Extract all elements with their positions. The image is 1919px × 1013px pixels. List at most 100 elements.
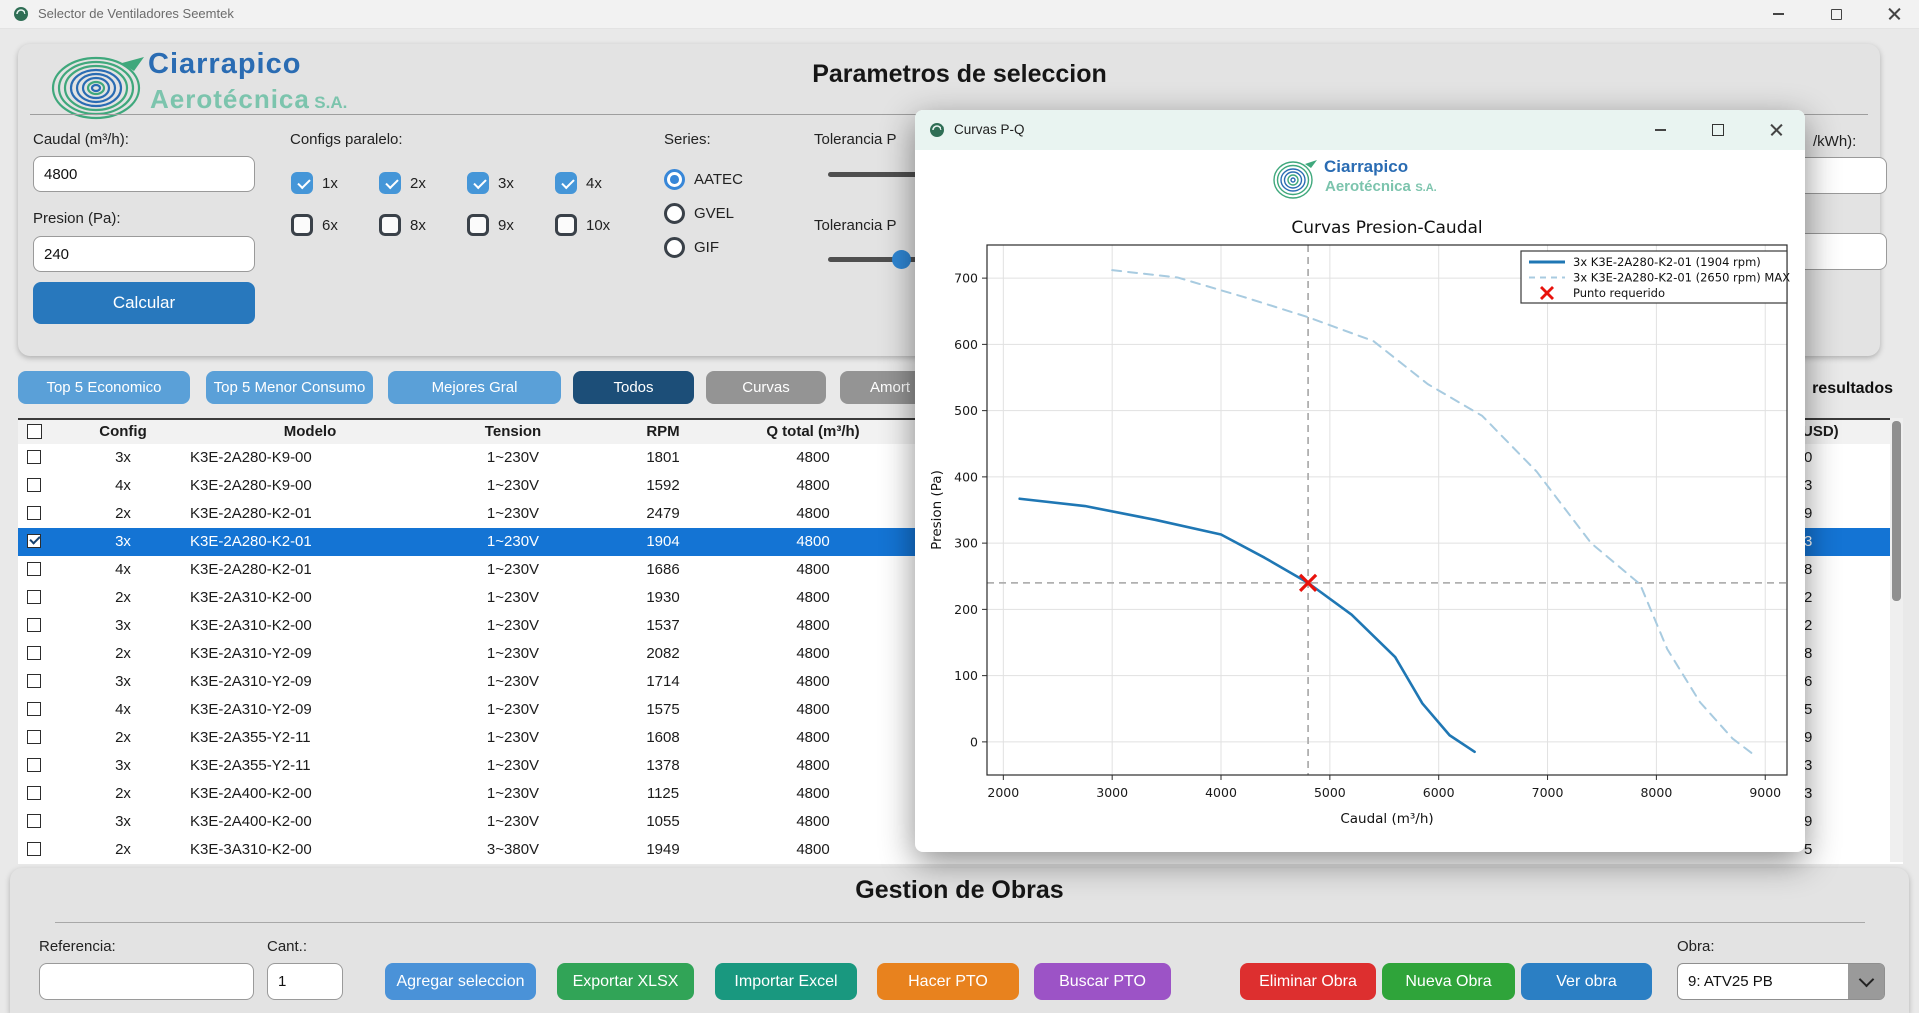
- calcular-button[interactable]: Calcular: [33, 282, 255, 324]
- radio-selected-icon[interactable]: [664, 169, 685, 190]
- gestion-title: Gestion de Obras: [855, 876, 1064, 904]
- config-checkbox-6x[interactable]: 6x: [291, 214, 338, 236]
- page-title: Parametros de seleccion: [812, 60, 1107, 88]
- config-checkbox-8x[interactable]: 8x: [379, 214, 426, 236]
- config-checkbox-label: 6x: [322, 216, 338, 234]
- row-checkbox[interactable]: [27, 814, 41, 828]
- radio-icon[interactable]: [664, 237, 685, 258]
- row-checkbox[interactable]: [27, 702, 41, 716]
- config-checkbox-label: 3x: [498, 174, 514, 192]
- dialog-maximize-button[interactable]: [1693, 110, 1743, 150]
- eliminar-obra-button[interactable]: Eliminar Obra: [1240, 963, 1376, 1000]
- cell-rpm: 1378: [646, 757, 680, 774]
- kwh-label: /kWh):: [1813, 133, 1857, 150]
- tab-curvas[interactable]: Curvas: [706, 371, 826, 404]
- cell-config: 3x: [115, 533, 131, 550]
- checkbox-unchecked-icon[interactable]: [467, 214, 489, 236]
- row-checkbox[interactable]: [27, 618, 41, 632]
- row-checkbox[interactable]: [27, 590, 41, 604]
- row-checkbox[interactable]: [27, 758, 41, 772]
- dialog-app-icon: [930, 123, 944, 137]
- obra-dropdown[interactable]: 9: ATV25 PB: [1677, 963, 1885, 1000]
- select-all-checkbox[interactable]: [27, 424, 42, 439]
- svg-text:Caudal (m³/h): Caudal (m³/h): [1340, 811, 1433, 827]
- cell-tension: 1~230V: [486, 813, 540, 830]
- config-checkbox-10x[interactable]: 10x: [555, 214, 610, 236]
- series-radio-aatec[interactable]: AATEC: [664, 169, 743, 190]
- importar-excel-button[interactable]: Importar Excel: [715, 963, 857, 1000]
- dialog-minimize-button[interactable]: [1635, 110, 1685, 150]
- row-checkbox[interactable]: [27, 842, 41, 856]
- config-checkbox-4x[interactable]: 4x: [555, 172, 602, 194]
- window-title: Selector de Ventiladores Seemtek: [38, 6, 234, 21]
- row-checkbox[interactable]: [27, 478, 41, 492]
- company-name: Ciarrapico: [148, 48, 302, 80]
- checkbox-checked-icon[interactable]: [291, 172, 313, 194]
- obra-label: Obra:: [1677, 938, 1715, 955]
- ver-obra-button[interactable]: Ver obra: [1521, 963, 1652, 1000]
- minimize-icon: [1772, 13, 1784, 15]
- table-scrollbar-thumb[interactable]: [1892, 421, 1901, 601]
- cell-rpm: 1801: [646, 449, 680, 466]
- svg-text:Curvas Presion-Caudal: Curvas Presion-Caudal: [1291, 218, 1482, 238]
- row-checkbox[interactable]: [27, 450, 41, 464]
- presion-input[interactable]: [33, 236, 255, 272]
- restore-button[interactable]: [1813, 0, 1859, 28]
- row-checkbox[interactable]: [27, 730, 41, 744]
- cell-usd_last: 3: [1804, 533, 1813, 550]
- checkbox-unchecked-icon[interactable]: [379, 214, 401, 236]
- tolerancia2-slider-handle[interactable]: [892, 250, 911, 269]
- dialog-logo-icon: [1273, 160, 1317, 199]
- row-checkbox[interactable]: [27, 506, 41, 520]
- series-radio-gvel[interactable]: GVEL: [664, 203, 734, 224]
- checkbox-unchecked-icon[interactable]: [555, 214, 577, 236]
- config-checkbox-2x[interactable]: 2x: [379, 172, 426, 194]
- checkbox-checked-icon[interactable]: [555, 172, 577, 194]
- agregar-seleccion-button[interactable]: Agregar seleccion: [385, 963, 536, 1000]
- cell-rpm: 1930: [646, 589, 680, 606]
- checkbox-unchecked-icon[interactable]: [291, 214, 313, 236]
- svg-text:300: 300: [954, 536, 978, 551]
- series-radio-gif[interactable]: GIF: [664, 237, 719, 258]
- row-checkbox[interactable]: [27, 786, 41, 800]
- close-button[interactable]: [1871, 0, 1917, 28]
- minimize-button[interactable]: [1755, 0, 1801, 28]
- svg-text:6000: 6000: [1423, 785, 1455, 800]
- cell-rpm: 1055: [646, 813, 680, 830]
- buscar-pto-button[interactable]: Buscar PTO: [1034, 963, 1171, 1000]
- row-checkbox[interactable]: [27, 674, 41, 688]
- restore-icon: [1830, 5, 1845, 20]
- tab-top5-menor-consumo[interactable]: Top 5 Menor Consumo: [206, 371, 373, 404]
- checkbox-checked-icon[interactable]: [379, 172, 401, 194]
- hacer-pto-button[interactable]: Hacer PTO: [877, 963, 1019, 1000]
- row-checkbox[interactable]: [27, 646, 41, 660]
- nueva-obra-button[interactable]: Nueva Obra: [1382, 963, 1515, 1000]
- cell-qtotal: 4800: [796, 673, 830, 690]
- obra-dropdown-arrow[interactable]: [1848, 964, 1884, 999]
- series-group: AATEC GVEL GIF: [664, 169, 794, 279]
- cell-config: 3x: [115, 449, 131, 466]
- row-checkbox[interactable]: [27, 534, 41, 548]
- row-checkbox[interactable]: [27, 562, 41, 576]
- config-checkbox-label: 4x: [586, 174, 602, 192]
- close-icon: [1888, 8, 1901, 21]
- tab-top5-economico[interactable]: Top 5 Economico: [18, 371, 190, 404]
- referencia-input[interactable]: [39, 963, 254, 1000]
- checkbox-checked-icon[interactable]: [467, 172, 489, 194]
- svg-text:600: 600: [954, 337, 978, 352]
- header-config: Config: [99, 423, 147, 440]
- config-checkbox-3x[interactable]: 3x: [467, 172, 514, 194]
- cell-config: 4x: [115, 477, 131, 494]
- radio-icon[interactable]: [664, 203, 685, 224]
- series-label: Series:: [664, 131, 711, 148]
- tab-todos[interactable]: Todos: [573, 371, 694, 404]
- cell-tension: 1~230V: [486, 449, 540, 466]
- cant-input[interactable]: [267, 963, 343, 1000]
- tab-mejores-gral[interactable]: Mejores Gral: [388, 371, 561, 404]
- config-checkbox-1x[interactable]: 1x: [291, 172, 338, 194]
- dialog-close-button[interactable]: [1751, 110, 1801, 150]
- config-checkbox-9x[interactable]: 9x: [467, 214, 514, 236]
- exportar-xlsx-button[interactable]: Exportar XLSX: [557, 963, 694, 1000]
- caudal-input[interactable]: [33, 156, 255, 192]
- cell-modelo: K3E-3A310-K2-00: [190, 841, 312, 858]
